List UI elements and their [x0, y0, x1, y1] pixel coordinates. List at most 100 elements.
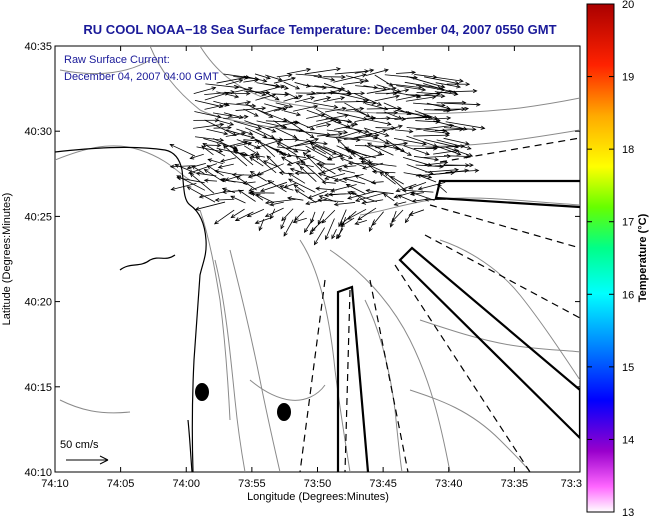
current-vector: [287, 172, 306, 184]
current-vector: [198, 191, 224, 199]
current-vector: [443, 137, 470, 146]
current-vector: [286, 137, 320, 149]
current-vector: [176, 175, 206, 191]
current-vector: [280, 156, 294, 165]
y-tick-label: 40:25: [24, 211, 52, 223]
x-axis-label: Longitude (Degrees:Minutes): [247, 491, 389, 503]
current-vector: [203, 169, 224, 183]
scale-arrow: [66, 455, 109, 465]
current-vector: [203, 178, 218, 183]
current-vector: [273, 106, 289, 112]
annotation-line-2: December 04, 2007 04:00 GMT: [64, 71, 219, 83]
current-vector: [293, 184, 305, 193]
current-vector: [383, 124, 403, 132]
current-vector: [313, 227, 325, 246]
current-vector: [365, 128, 388, 137]
current-vector: [443, 106, 470, 112]
current-vector: [269, 201, 284, 207]
current-vector: [292, 217, 307, 224]
x-tick-label: 73:35: [501, 478, 529, 490]
current-vector: [306, 113, 326, 119]
current-vector: [169, 164, 196, 169]
current-vector: [235, 175, 257, 191]
current-vector: [382, 193, 395, 202]
current-vector: [194, 201, 226, 211]
x-tick-label: 73:55: [238, 478, 266, 490]
current-vector: [309, 225, 318, 236]
current-vector: [265, 74, 283, 82]
colorbar-tick-label: 15: [622, 362, 634, 374]
current-vector: [313, 75, 336, 82]
current-vector: [283, 110, 302, 117]
current-vector: [286, 196, 304, 201]
current-vector: [353, 128, 378, 140]
current-vector: [253, 138, 283, 149]
y-tick-label: 40:15: [24, 382, 52, 394]
y-axis-label: Latitude (Degrees:Minutes): [1, 193, 13, 326]
current-vector: [239, 152, 256, 159]
current-vector: [279, 185, 294, 191]
current-vector: [375, 126, 397, 131]
current-vector: [255, 108, 288, 122]
current-vector: [354, 116, 377, 122]
current-vector: [201, 145, 214, 156]
current-vector: [280, 217, 287, 230]
current-vector: [403, 145, 430, 156]
current-vector: [283, 94, 303, 102]
current-vector: [316, 161, 335, 167]
current-vector: [316, 131, 343, 137]
current-vector: [294, 189, 317, 203]
x-tick-label: 73:50: [304, 478, 332, 490]
colorbar-tick-label: 19: [622, 72, 634, 84]
current-vector: [411, 198, 426, 203]
current-vector: [249, 156, 264, 167]
current-vector: [216, 75, 249, 84]
current-vector: [214, 197, 235, 203]
current-vector: [393, 201, 407, 207]
current-vector: [247, 173, 264, 179]
current-vector: [293, 104, 319, 112]
current-vector: [276, 146, 312, 154]
current-vector: [170, 182, 197, 191]
current-vector: [333, 73, 367, 83]
current-vector: [395, 183, 417, 193]
current-vector: [262, 160, 278, 167]
current-vector: [174, 163, 196, 174]
current-vector: [360, 160, 387, 174]
current-vector: [393, 137, 427, 146]
current-vector: [245, 127, 268, 138]
current-vector: [393, 191, 414, 199]
current-vector: [335, 129, 363, 139]
current-vector: [365, 188, 394, 195]
current-vector: [225, 131, 247, 137]
current-vector: [294, 171, 316, 176]
current-vector: [283, 81, 301, 90]
current-vector: [273, 76, 297, 84]
current-vector: [266, 120, 299, 130]
current-vector: [223, 114, 249, 119]
current-vector: [259, 181, 288, 193]
current-vector: [392, 146, 412, 156]
current-vector: [374, 94, 400, 102]
current-vector: [311, 146, 327, 155]
current-vector: [317, 198, 344, 203]
current-vector: [375, 136, 390, 145]
current-vector: [207, 158, 224, 165]
current-vector: [366, 142, 394, 156]
current-vector: [323, 96, 346, 103]
current-vector: [367, 161, 397, 167]
current-vector: [230, 195, 246, 204]
current-vector: [317, 172, 347, 184]
current-vector: [425, 167, 460, 173]
current-vector: [413, 133, 450, 138]
current-vector: [333, 202, 356, 207]
current-vector: [324, 106, 347, 113]
current-vector: [434, 91, 459, 97]
current-vector: [435, 145, 462, 156]
current-vector: [445, 121, 486, 130]
current-vector: [386, 88, 410, 95]
current-vector: [230, 208, 245, 219]
current-vector: [283, 219, 294, 237]
current-vector: [406, 76, 446, 89]
